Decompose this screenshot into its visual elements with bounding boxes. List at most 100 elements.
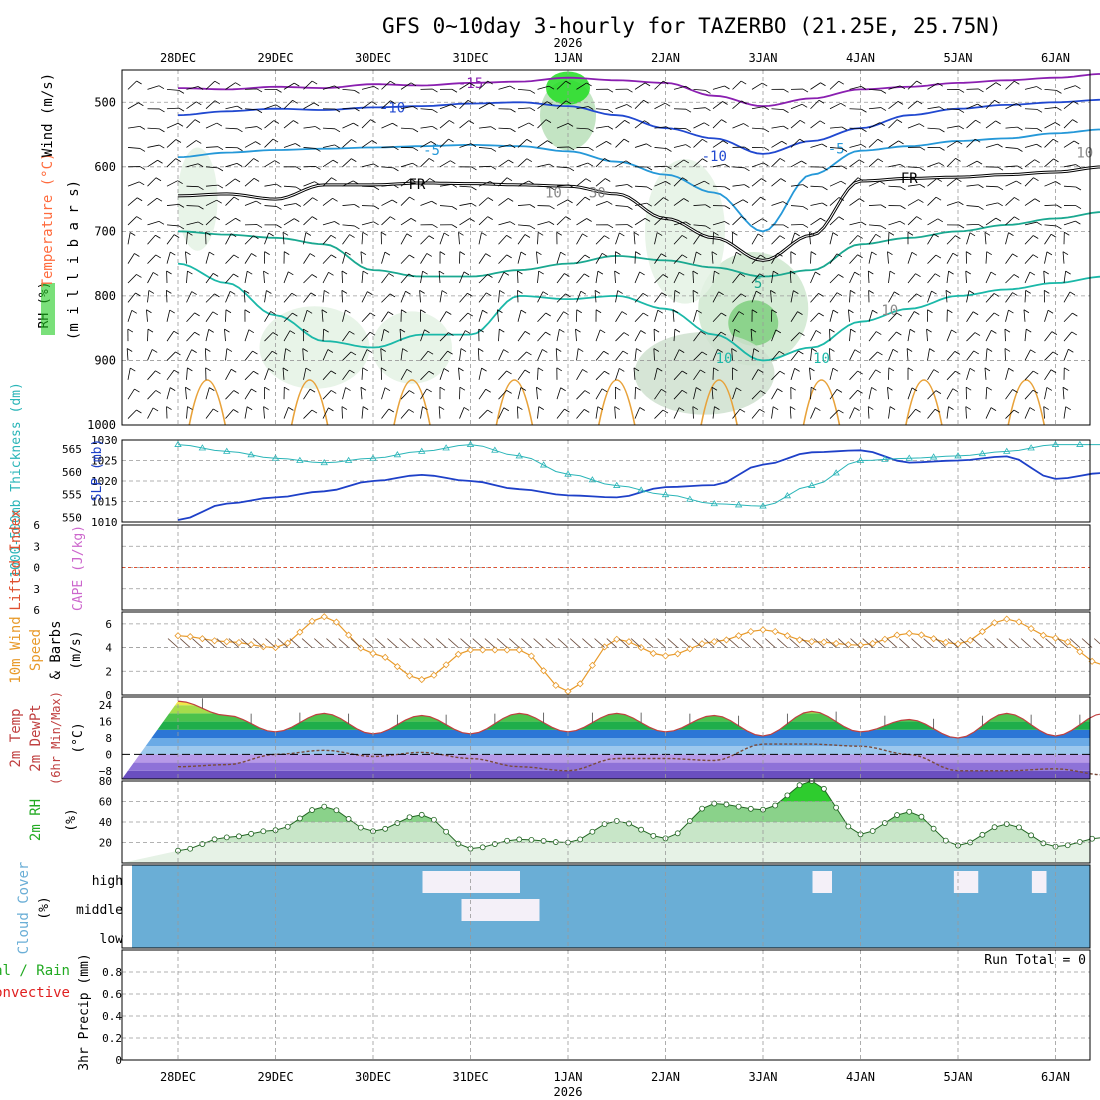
wind-barb bbox=[478, 389, 487, 400]
wind-barb-flag bbox=[617, 290, 623, 294]
wind-barb bbox=[888, 406, 891, 419]
wind-barb-flag bbox=[567, 123, 574, 127]
wind-barb bbox=[790, 368, 795, 380]
wind-barb bbox=[673, 127, 687, 130]
wind-barb-flag bbox=[388, 408, 395, 413]
pressure-tick-label: 700 bbox=[94, 224, 116, 238]
wind-barb bbox=[186, 406, 188, 419]
wind-barb bbox=[888, 140, 899, 148]
wind-barb bbox=[654, 409, 664, 419]
wind-barb bbox=[712, 232, 714, 245]
wind-barb bbox=[634, 218, 646, 226]
wind-barb bbox=[498, 235, 507, 245]
wind-barb bbox=[127, 181, 140, 187]
wind-barb-flag bbox=[952, 252, 959, 257]
wind-barb-flag bbox=[966, 251, 972, 255]
wind-barb-flag bbox=[619, 368, 625, 372]
wind-barb-flag bbox=[380, 348, 386, 352]
wind10-marker bbox=[649, 649, 657, 658]
wind-barb bbox=[360, 387, 363, 400]
wind-barb-flag bbox=[252, 350, 258, 355]
wind10-marker bbox=[296, 628, 304, 636]
wind-barb-flag bbox=[934, 273, 941, 278]
wind-barb-flag bbox=[467, 312, 474, 317]
wind-barb-flag bbox=[178, 225, 185, 230]
wind-barb-flag bbox=[1016, 180, 1022, 185]
wind-barb bbox=[927, 408, 936, 419]
wind-barb-flag bbox=[597, 406, 604, 411]
wind-barb-flag bbox=[469, 82, 475, 87]
wind-barb bbox=[751, 178, 762, 187]
wind-barb-flag bbox=[773, 270, 779, 275]
li-tick-label: 0 bbox=[33, 562, 40, 575]
wind-barb bbox=[439, 368, 445, 380]
wind10-barb bbox=[838, 638, 849, 648]
2m-dewpoint-line bbox=[177, 743, 1100, 776]
wind-barb-flag bbox=[471, 202, 477, 207]
wind-barb bbox=[1044, 122, 1056, 129]
wind-barb bbox=[829, 180, 842, 187]
wind-barb bbox=[751, 162, 764, 168]
wind-barb bbox=[712, 331, 722, 342]
wind-barb bbox=[810, 120, 821, 129]
wind-barb-flag bbox=[702, 158, 708, 163]
wind-barb bbox=[673, 407, 680, 419]
wind-barb-flag bbox=[135, 292, 141, 297]
wind-barb bbox=[536, 387, 538, 400]
wind-barb-flag bbox=[892, 348, 899, 353]
wind-barb bbox=[867, 270, 870, 284]
thickness-marker bbox=[442, 444, 450, 451]
wind-barb-flag bbox=[576, 309, 582, 314]
wind-barb-flag bbox=[1017, 126, 1023, 131]
wind10-axis-label: 10m Wind bbox=[8, 616, 24, 683]
2m-rh-marker bbox=[406, 814, 413, 821]
2m-rh-marker bbox=[699, 805, 705, 812]
wind-barb-flag bbox=[233, 254, 239, 259]
wind-barb bbox=[1063, 291, 1071, 303]
wind10-barb bbox=[326, 638, 337, 648]
wind-barb-flag bbox=[251, 388, 257, 393]
wind-barb-flag bbox=[272, 332, 279, 336]
wind-barb bbox=[205, 199, 217, 206]
wind-barb-flag bbox=[724, 163, 730, 168]
wind10-marker bbox=[954, 640, 962, 648]
wind-barb-flag bbox=[130, 367, 136, 372]
wind-barb-flag bbox=[665, 181, 671, 185]
wind-barb-flag bbox=[794, 368, 800, 372]
wind-barb bbox=[459, 348, 462, 361]
wind-barb bbox=[283, 271, 289, 284]
wind-barb bbox=[751, 82, 763, 90]
wind-barb-flag bbox=[230, 233, 237, 238]
wind-barb-flag bbox=[1036, 86, 1042, 90]
wind-barb-flag bbox=[896, 119, 903, 123]
wind-barb-flag bbox=[801, 103, 808, 108]
wind-barb bbox=[576, 196, 586, 206]
date-label-top: 28DEC bbox=[160, 51, 196, 65]
wind10-marker bbox=[405, 672, 414, 680]
wind-barb bbox=[693, 234, 701, 245]
2m-rh-marker bbox=[1003, 821, 1010, 827]
thickness-marker bbox=[418, 447, 426, 454]
wind-barb bbox=[654, 368, 658, 380]
wind-barb bbox=[478, 197, 489, 206]
wind-barb bbox=[1043, 406, 1045, 419]
wind-barb bbox=[673, 370, 683, 381]
wind-barb-flag bbox=[341, 406, 348, 410]
wind-barb-flag bbox=[939, 128, 945, 133]
wind-barb-flag bbox=[809, 231, 815, 236]
wind-barb bbox=[946, 178, 957, 187]
wind-barb-flag bbox=[310, 292, 317, 297]
wind-barb bbox=[907, 329, 911, 342]
wind-barb bbox=[946, 140, 958, 148]
wind-barb bbox=[966, 205, 979, 207]
wind10-barb bbox=[533, 638, 544, 648]
wind-barb-flag bbox=[354, 204, 360, 208]
wind-barb bbox=[478, 147, 491, 149]
wind-barb bbox=[420, 406, 423, 419]
wind-barb bbox=[984, 367, 987, 380]
wind-barb bbox=[654, 180, 666, 187]
wind-barb-flag bbox=[588, 106, 594, 110]
wind-barb-flag bbox=[783, 109, 789, 113]
thickness-marker bbox=[539, 461, 548, 468]
wind-barb-flag bbox=[246, 406, 253, 411]
